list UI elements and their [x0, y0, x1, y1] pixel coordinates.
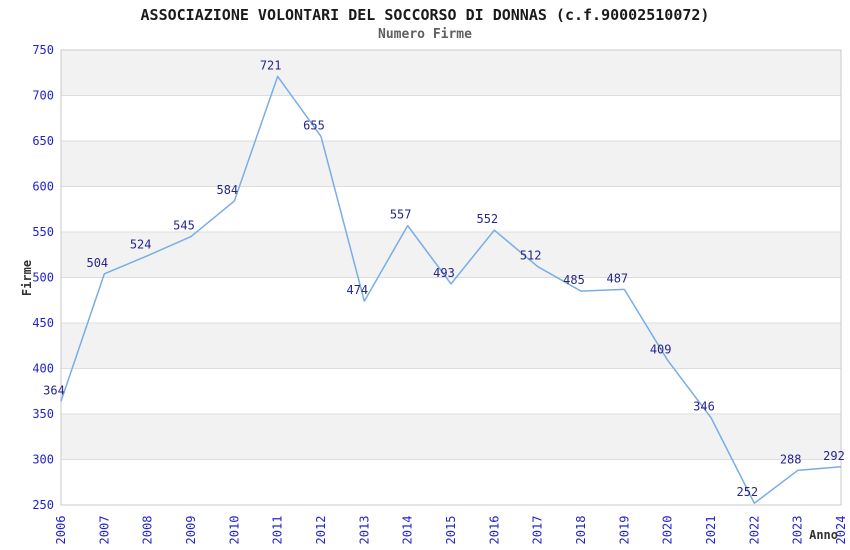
plot-band — [61, 459, 841, 505]
y-axis-title: Firme — [20, 259, 34, 297]
data-point-label: 557 — [390, 208, 412, 222]
y-tick-label: 650 — [32, 134, 54, 148]
data-point-label: 288 — [780, 452, 802, 466]
chart-subtitle: Numero Firme — [378, 27, 472, 42]
x-tick-label: 2011 — [271, 516, 285, 545]
plot-band — [61, 368, 841, 414]
data-point-label: 292 — [823, 449, 845, 463]
data-point-label: 655 — [303, 118, 325, 132]
x-tick-label: 2021 — [704, 516, 718, 545]
data-point-label: 364 — [43, 383, 65, 397]
data-point-label: 552 — [476, 212, 498, 226]
x-tick-label: 2008 — [141, 516, 155, 545]
data-point-label: 545 — [173, 219, 195, 233]
data-point-label: 409 — [650, 342, 672, 356]
x-tick-label: 2013 — [357, 516, 371, 545]
plot-band — [61, 232, 841, 278]
x-tick-label: 2019 — [617, 516, 631, 545]
y-tick-label: 300 — [32, 453, 54, 467]
data-point-label: 524 — [130, 238, 152, 252]
data-point-label: 504 — [86, 256, 108, 270]
x-tick-label: 2023 — [791, 516, 805, 545]
y-tick-label: 750 — [32, 43, 54, 57]
x-tick-label: 2017 — [531, 516, 545, 545]
y-tick-label: 500 — [32, 271, 54, 285]
x-tick-label: 2024 — [834, 516, 848, 545]
x-tick-label: 2018 — [574, 516, 588, 545]
data-point-label: 346 — [693, 400, 715, 414]
x-axis-title: Anno — [809, 528, 838, 542]
data-point-label: 584 — [216, 183, 238, 197]
x-tick-label: 2022 — [747, 516, 761, 545]
data-point-label: 485 — [563, 273, 585, 287]
x-tick-label: 2014 — [401, 516, 415, 545]
y-tick-label: 600 — [32, 180, 54, 194]
plot-band — [61, 277, 841, 323]
plot-band — [61, 414, 841, 460]
x-tick-label: 2015 — [444, 516, 458, 545]
x-tick-label: 2006 — [54, 516, 68, 545]
y-tick-label: 700 — [32, 89, 54, 103]
x-tick-label: 2012 — [314, 516, 328, 545]
chart-title: ASSOCIAZIONE VOLONTARI DEL SOCCORSO DI D… — [140, 6, 710, 24]
data-point-label: 721 — [260, 58, 282, 72]
data-point-label: 493 — [433, 266, 455, 280]
plot-band — [61, 186, 841, 232]
x-tick-label: 2010 — [227, 516, 241, 545]
series-line — [60, 75, 842, 504]
plot-band — [61, 95, 841, 141]
x-tick-label: 2020 — [661, 516, 675, 545]
data-point-label: 487 — [606, 271, 628, 285]
y-tick-label: 550 — [32, 225, 54, 239]
x-tick-label: 2009 — [184, 516, 198, 545]
y-tick-label: 450 — [32, 316, 54, 330]
data-point-label: 512 — [520, 249, 542, 263]
y-tick-label: 400 — [32, 362, 54, 376]
plot-band — [61, 141, 841, 187]
plot-border — [60, 49, 842, 506]
data-point-label: 252 — [736, 485, 758, 499]
plot-band — [61, 50, 841, 96]
plot-band — [61, 323, 841, 369]
x-tick-label: 2007 — [97, 516, 111, 545]
data-point-label: 474 — [346, 283, 368, 297]
x-tick-label: 2016 — [487, 516, 501, 545]
y-tick-label: 250 — [32, 498, 54, 512]
y-tick-label: 350 — [32, 407, 54, 421]
